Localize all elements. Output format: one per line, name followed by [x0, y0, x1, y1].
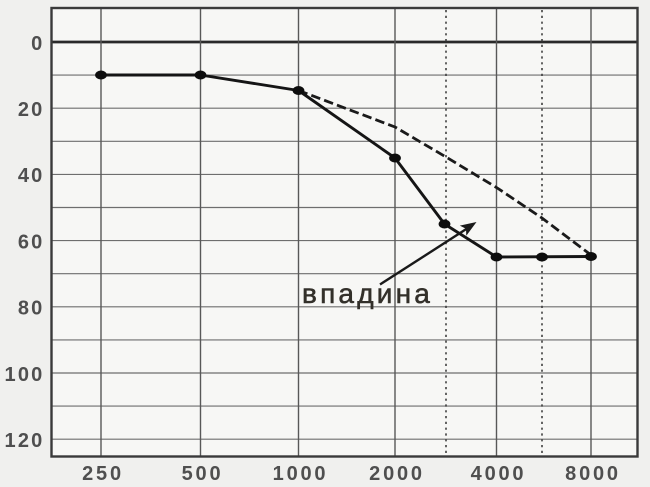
svg-text:20: 20 [18, 99, 45, 121]
svg-text:впадина: впадина [302, 278, 433, 309]
svg-text:60: 60 [18, 231, 45, 253]
svg-text:100: 100 [5, 364, 45, 386]
svg-text:4000: 4000 [471, 463, 527, 485]
svg-text:120: 120 [5, 430, 45, 452]
svg-text:500: 500 [182, 463, 224, 485]
svg-text:2000: 2000 [369, 463, 425, 485]
svg-text:1000: 1000 [273, 463, 329, 485]
svg-text:40: 40 [18, 165, 45, 187]
svg-text:0: 0 [31, 33, 44, 55]
svg-text:250: 250 [82, 463, 124, 485]
svg-text:80: 80 [18, 298, 45, 320]
svg-text:8000: 8000 [565, 463, 621, 485]
